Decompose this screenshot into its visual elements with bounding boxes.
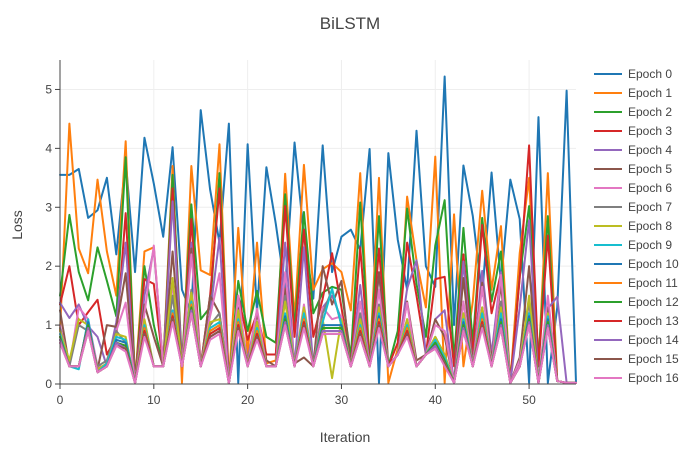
legend-item-epoch-4[interactable]: Epoch 4	[594, 143, 672, 157]
legend[interactable]: Epoch 0 Epoch 1 Epoch 2 Epoch 3 Epoch 4 Epoch…	[594, 67, 679, 385]
y-tick-label: 2	[45, 259, 52, 273]
legend-item-epoch-7[interactable]: Epoch 7	[594, 200, 672, 214]
legend-item-epoch-14[interactable]: Epoch 14	[594, 333, 679, 347]
legend-label: Epoch 8	[628, 219, 672, 233]
legend-label: Epoch 4	[628, 143, 672, 157]
legend-item-epoch-8[interactable]: Epoch 8	[594, 219, 672, 233]
legend-label: Epoch 1	[628, 86, 672, 100]
legend-label: Epoch 16	[628, 371, 679, 385]
legend-item-epoch-6[interactable]: Epoch 6	[594, 181, 672, 195]
x-tick-label: 0	[57, 393, 64, 407]
legend-item-epoch-15[interactable]: Epoch 15	[594, 352, 679, 366]
legend-label: Epoch 14	[628, 333, 679, 347]
legend-item-epoch-5[interactable]: Epoch 5	[594, 162, 672, 176]
legend-label: Epoch 7	[628, 200, 672, 214]
y-tick-label: 4	[45, 141, 52, 155]
legend-label: Epoch 6	[628, 181, 672, 195]
legend-label: Epoch 15	[628, 352, 679, 366]
y-tick-label: 3	[45, 200, 52, 214]
legend-label: Epoch 11	[628, 276, 678, 290]
series-line-epoch-2	[59, 156, 577, 384]
legend-item-epoch-3[interactable]: Epoch 3	[594, 124, 672, 138]
legend-item-epoch-2[interactable]: Epoch 2	[594, 105, 672, 119]
legend-item-epoch-0[interactable]: Epoch 0	[594, 67, 672, 81]
legend-label: Epoch 3	[628, 124, 672, 138]
series-lines	[59, 75, 577, 384]
legend-item-epoch-1[interactable]: Epoch 1	[594, 86, 672, 100]
legend-label: Epoch 0	[628, 67, 672, 81]
series-line-epoch-0	[59, 75, 577, 384]
x-tick-label: 20	[241, 393, 255, 407]
x-tick-label: 50	[522, 393, 536, 407]
legend-label: Epoch 9	[628, 238, 672, 252]
y-tick-label: 0	[45, 377, 52, 391]
legend-item-epoch-13[interactable]: Epoch 13	[594, 314, 679, 328]
series-line-epoch-1	[59, 122, 577, 384]
x-tick-label: 40	[429, 393, 443, 407]
legend-item-epoch-12[interactable]: Epoch 12	[594, 295, 679, 309]
legend-label: Epoch 10	[628, 257, 679, 271]
x-tick-label: 10	[147, 393, 161, 407]
legend-label: Epoch 2	[628, 105, 672, 119]
legend-item-epoch-9[interactable]: Epoch 9	[594, 238, 672, 252]
legend-item-epoch-11[interactable]: Epoch 11	[594, 276, 678, 290]
x-axis-title: Iteration	[320, 429, 371, 445]
legend-item-epoch-16[interactable]: Epoch 16	[594, 371, 679, 385]
legend-label: Epoch 12	[628, 295, 679, 309]
chart-title: BiLSTM	[320, 14, 380, 33]
axes: 0 10 20 30 40 50 0 1 2 3 4 5	[45, 60, 576, 407]
legend-label: Epoch 13	[628, 314, 679, 328]
legend-label: Epoch 5	[628, 162, 672, 176]
y-tick-label: 5	[45, 82, 52, 96]
series-line-epoch-16	[59, 312, 577, 384]
x-tick-label: 30	[335, 393, 349, 407]
legend-item-epoch-10[interactable]: Epoch 10	[594, 257, 679, 271]
y-tick-label: 1	[45, 318, 52, 332]
y-axis-title: Loss	[9, 210, 25, 240]
